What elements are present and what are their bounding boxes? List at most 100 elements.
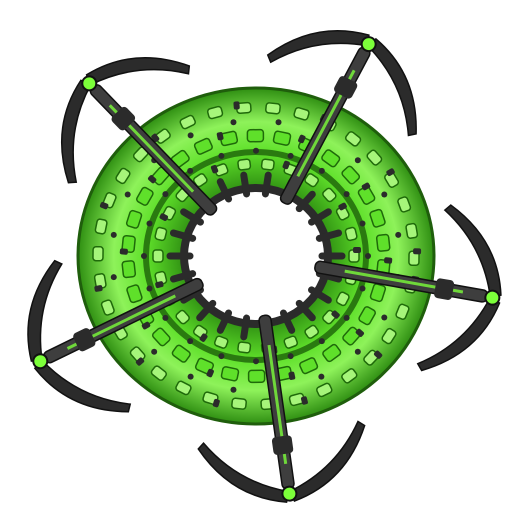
hull-light	[218, 353, 225, 360]
hull-vent	[99, 201, 109, 210]
hull-vent	[94, 285, 103, 292]
hull-pod	[154, 270, 168, 289]
hull-pod	[395, 303, 410, 320]
hull-pod	[237, 158, 252, 171]
hull-vent	[135, 357, 145, 366]
hull-light	[343, 191, 350, 198]
hull-pod	[381, 327, 397, 345]
hull-pod	[384, 168, 400, 188]
hull-vent	[141, 321, 151, 330]
hull-pod	[213, 335, 229, 349]
hull-pod	[405, 222, 419, 239]
hull-pod	[369, 283, 387, 303]
hull-pod	[175, 309, 190, 325]
hull-vent	[282, 160, 290, 170]
hull-pod	[94, 218, 108, 235]
arm-tip-light	[81, 75, 98, 92]
hull-pod	[233, 101, 252, 114]
hull-light	[218, 152, 225, 159]
arm-tip-light	[281, 485, 298, 502]
hull-light	[395, 231, 402, 238]
arm-blade-right	[197, 441, 291, 503]
hull-vent	[353, 247, 361, 253]
hull-modules	[92, 101, 422, 411]
hull-pod	[237, 341, 252, 354]
arm-blade-left	[288, 420, 366, 502]
station-arm	[60, 57, 218, 216]
hull-pod	[192, 324, 208, 342]
hull-vent	[386, 168, 395, 177]
hull-vent	[355, 328, 364, 337]
arm-stripe	[267, 344, 288, 465]
hull-pod	[344, 131, 362, 147]
hull-vent	[148, 175, 157, 184]
hull-pod	[408, 248, 422, 267]
hull-pod	[335, 291, 350, 307]
hull-vent	[288, 371, 296, 380]
dock-tooth	[216, 309, 233, 334]
dock-tooth	[240, 171, 251, 198]
hull-light	[110, 274, 117, 281]
dock-tooth	[240, 314, 251, 341]
hull-light	[187, 338, 194, 345]
hull-vent	[206, 368, 214, 378]
arm-tip-light	[484, 289, 501, 306]
hull-pod	[335, 202, 350, 221]
hull-vent	[159, 213, 169, 221]
dock-tooth	[279, 309, 296, 334]
hull-light	[230, 386, 237, 393]
hull-light	[318, 373, 325, 380]
hull-pod	[397, 196, 412, 213]
arm-collar	[271, 435, 294, 455]
hull-pod	[154, 226, 168, 242]
hull-pod	[210, 163, 229, 177]
hull-pod	[341, 165, 361, 185]
hull-pod	[342, 326, 364, 346]
hull-pod	[179, 114, 196, 130]
hull-pod	[322, 343, 342, 363]
hull-pod	[129, 346, 146, 366]
hull-pod	[125, 209, 143, 229]
hull-pod	[363, 349, 383, 366]
hull-pod	[247, 369, 266, 384]
hull-light	[151, 348, 158, 355]
hull-pod	[171, 344, 191, 363]
hull-light	[318, 338, 325, 345]
arm-stripe	[108, 104, 195, 193]
hull-pod	[151, 327, 171, 347]
hull-pod	[357, 182, 376, 205]
hull-pod	[272, 130, 292, 146]
hull-light	[287, 152, 294, 159]
hull-pod	[126, 284, 143, 304]
hull-vent	[384, 257, 393, 264]
arm-tip-light	[360, 36, 377, 53]
arm-collar	[434, 278, 455, 300]
hull-pod	[375, 233, 391, 252]
hull-light	[162, 314, 169, 321]
station-arm	[197, 314, 366, 503]
hull-vent	[300, 396, 308, 405]
arm-blade-left	[443, 204, 502, 299]
hull-vent	[119, 248, 128, 255]
hull-pod	[220, 366, 240, 382]
station-arm	[314, 204, 502, 372]
hull-pod	[316, 382, 333, 398]
dock-tooth	[295, 190, 316, 213]
hull-light	[230, 119, 237, 126]
dock-tooth	[216, 178, 233, 203]
hull-pod	[246, 128, 265, 143]
dock-tooth	[261, 171, 272, 198]
hull-vent	[216, 132, 224, 141]
hull-light	[253, 358, 259, 365]
hull-vent	[338, 202, 347, 211]
hull-vent	[413, 248, 422, 255]
arm-blade-left	[60, 79, 92, 184]
hull-vent	[210, 164, 219, 174]
hull-pod	[99, 192, 117, 210]
hull-pod	[193, 137, 213, 155]
hull-pod	[321, 149, 341, 168]
arm-stripe	[296, 69, 356, 178]
